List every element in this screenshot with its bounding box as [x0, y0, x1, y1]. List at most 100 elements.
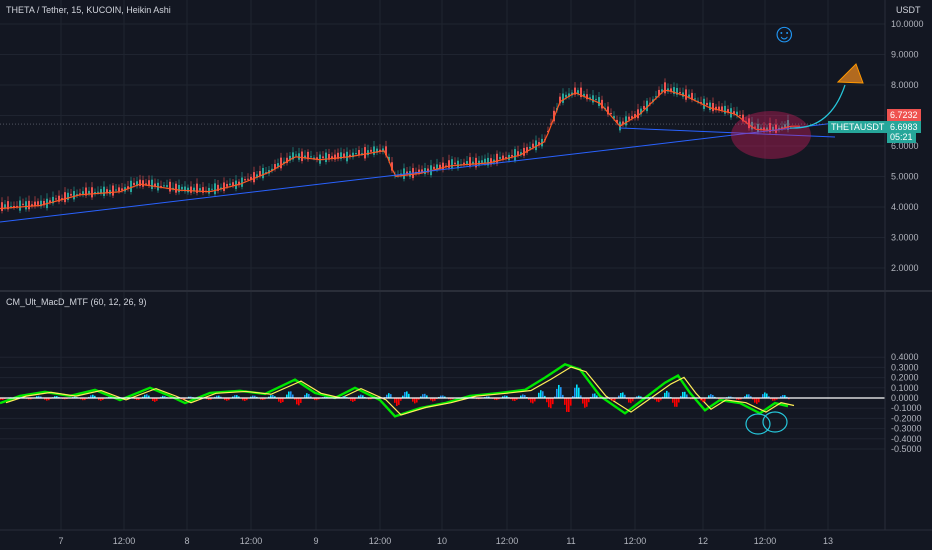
histogram-bar [2, 398, 4, 400]
candle-body [391, 162, 393, 171]
candle-body [130, 180, 132, 193]
histogram-bar [754, 398, 756, 403]
candle-body [595, 98, 597, 100]
histogram-bar [144, 394, 146, 398]
histogram-bar [738, 398, 740, 401]
candle-body [55, 198, 57, 200]
candle-body [229, 183, 231, 186]
candle-body [505, 157, 507, 159]
histogram-bar [268, 396, 270, 398]
histogram-bar [610, 398, 612, 400]
highlight-ellipse [731, 111, 811, 159]
candle-body [172, 187, 174, 190]
candle-body [583, 93, 585, 97]
candle-body [700, 102, 702, 104]
histogram-bar [56, 396, 58, 398]
histogram-bar [416, 398, 418, 403]
histogram-bar [318, 398, 320, 400]
indicator-title[interactable]: CM_Ult_MacD_MTF (60, 12, 26, 9) [6, 297, 147, 307]
candle-body [616, 119, 618, 123]
price-axis-label: 5.0000 [891, 172, 919, 182]
histogram-bar [568, 398, 570, 412]
candle-body [274, 164, 276, 170]
candle-body [259, 171, 261, 176]
histogram-bar [552, 398, 554, 405]
histogram-bar [80, 398, 82, 400]
candle-body [28, 200, 30, 210]
histogram-bar [232, 396, 234, 398]
histogram-bar [674, 398, 676, 407]
candle-body [535, 140, 537, 151]
histogram-bar [566, 398, 568, 412]
histogram-bar [700, 398, 702, 401]
candle-body [271, 168, 273, 171]
histogram-bar [216, 395, 218, 398]
candle-body [427, 168, 429, 173]
candle-body [757, 123, 759, 133]
histogram-bar [550, 398, 552, 409]
macd-axis-label: -0.2000 [891, 413, 922, 423]
time-axis-label: 12 [698, 536, 708, 546]
histogram-bar [514, 398, 516, 401]
candle-body [7, 201, 9, 210]
histogram-bar [748, 394, 750, 398]
histogram-bar [620, 392, 622, 398]
candle-body [154, 183, 156, 187]
candle-body [292, 152, 294, 160]
histogram-bar [154, 398, 156, 402]
symbol-title[interactable]: THETA / Tether, 15, KUCOIN, Heikin Ashi [6, 5, 171, 15]
candle-body [724, 105, 726, 114]
histogram-bar [54, 396, 56, 398]
histogram-bar [64, 398, 66, 400]
candle-body [304, 155, 306, 158]
histogram-bar [142, 396, 144, 398]
candle-body [760, 127, 762, 130]
candle-body [325, 152, 327, 163]
candle-body [751, 121, 753, 130]
candle-body [121, 188, 123, 191]
candle-body [685, 89, 687, 100]
currency-label[interactable]: USDT [896, 5, 921, 15]
candle-body [241, 177, 243, 187]
candle-body [145, 183, 147, 185]
candle-body [718, 106, 720, 111]
histogram-bar [444, 396, 446, 398]
macd-axis-label: 0.3000 [891, 362, 919, 372]
candle-body [112, 185, 114, 196]
candle-body [52, 196, 54, 204]
candle-body [388, 156, 390, 161]
histogram-bar [638, 395, 640, 398]
candle-body [673, 87, 675, 94]
histogram-bar [594, 393, 596, 398]
histogram-bar [774, 398, 776, 401]
candle-body [100, 189, 102, 194]
candle-body [379, 149, 381, 152]
histogram-bar [418, 398, 420, 400]
candle-body [202, 187, 204, 193]
histogram-bar [92, 394, 94, 398]
histogram-bar [352, 398, 354, 402]
histogram-bar [314, 398, 316, 401]
histogram-bar [682, 391, 684, 398]
histogram-bar [308, 393, 310, 398]
histogram-bar [36, 396, 38, 398]
candle-body [580, 87, 582, 98]
histogram-bar [668, 392, 670, 398]
candle-body [763, 127, 765, 131]
smiley-icon: ☺ [771, 18, 798, 48]
candle-body [322, 156, 324, 159]
candle-body [250, 176, 252, 180]
histogram-bar [534, 398, 536, 402]
candle-body [625, 116, 627, 126]
candle-body [766, 127, 768, 131]
price-axis-label: 4.0000 [891, 202, 919, 212]
candle-body [706, 102, 708, 105]
candle-body [4, 204, 6, 208]
candle-body [433, 166, 435, 169]
histogram-bar [48, 398, 50, 401]
histogram-bar [750, 396, 752, 398]
candle-body [598, 97, 600, 106]
candle-body [490, 158, 492, 165]
histogram-bar [236, 395, 238, 398]
